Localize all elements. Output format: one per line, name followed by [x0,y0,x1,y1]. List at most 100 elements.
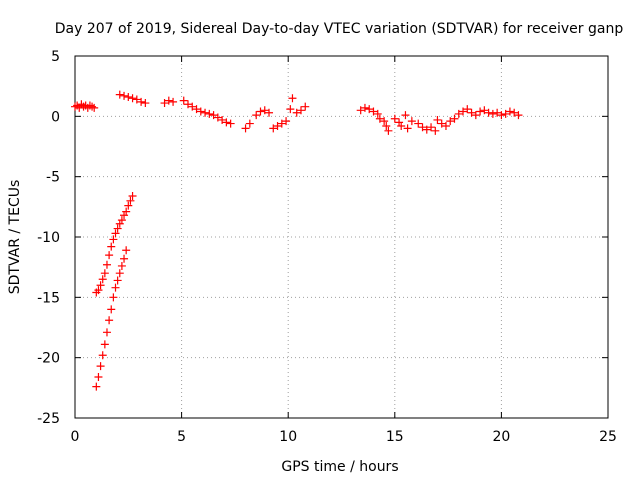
data-point [128,191,137,200]
axis-ticks: 0 5 10 15 20 25 5 0 -5 -10 -15 -20 -25 [37,49,617,445]
data-point [117,216,126,225]
data-point [120,91,129,100]
data-point [373,109,382,118]
data-point [179,96,188,105]
data-point [292,108,301,117]
data-point [441,121,450,130]
data-point [282,117,291,126]
data-point [488,109,497,118]
data-point [96,281,105,290]
data-point [296,106,305,115]
data-point [514,111,523,120]
data-point [463,105,472,114]
y-tick-label: 0 [51,109,60,125]
data-series [71,90,523,391]
data-point [94,286,103,295]
data-point [301,102,310,111]
data-point [397,121,406,130]
data-point [126,196,135,205]
data-point [433,115,442,124]
data-point [107,305,116,314]
data-point [360,103,369,112]
data-point [111,229,120,238]
data-point [98,275,107,284]
data-point [102,328,111,337]
y-tick-label: -10 [37,230,60,246]
data-point [241,124,250,133]
data-point [480,106,489,115]
data-point [450,114,459,123]
data-point [493,108,502,117]
data-point [115,269,124,278]
data-point [109,235,118,244]
data-point [141,99,150,108]
data-point [427,123,436,132]
data-point [418,123,427,132]
data-point [105,251,114,260]
data-point [375,114,384,123]
grid-lines [75,56,608,418]
data-point [286,105,295,114]
data-point [407,117,416,126]
data-point [501,109,510,118]
data-point [403,124,412,133]
data-point [365,105,374,114]
data-point [256,107,265,116]
data-point [484,108,493,117]
y-tick-label: -25 [37,411,60,427]
data-point [269,124,278,133]
x-tick-label: 5 [177,429,186,445]
data-point [218,115,227,124]
data-point [90,103,99,112]
x-tick-label: 0 [71,429,80,445]
data-point [115,90,124,99]
data-point [213,113,222,122]
data-point [467,108,476,117]
data-point [169,97,178,106]
data-point [209,111,218,120]
data-point [205,109,214,118]
plot-frame [74,55,609,419]
data-point [113,276,122,285]
data-point [124,201,133,210]
data-point [471,111,480,120]
y-axis-label: SDTVAR / TECUs [7,180,23,295]
data-point [382,121,391,130]
data-point [128,94,137,103]
data-point [115,219,124,228]
data-point [245,119,254,128]
data-point [414,119,423,128]
data-point [201,108,210,117]
y-tick-label: -5 [46,170,60,186]
data-point [505,107,514,116]
data-point [273,121,282,130]
x-axis-label: GPS time / hours [281,459,398,475]
chart-title: Day 207 of 2019, Sidereal Day-to-day VTE… [55,21,624,37]
data-point [422,125,431,134]
x-tick-label: 10 [279,429,297,445]
data-point [183,100,192,109]
data-point [260,106,269,115]
data-point [497,111,506,120]
data-point [132,95,141,104]
data-point [401,111,410,120]
data-point [222,118,231,127]
data-point [111,283,120,292]
data-point [94,372,103,381]
data-point [105,316,114,325]
data-point [124,93,133,102]
data-point [117,261,126,270]
data-point [113,224,122,233]
x-tick-label: 15 [386,429,404,445]
data-point [384,126,393,135]
data-point [109,293,118,302]
data-point [107,242,116,251]
data-point [356,106,365,115]
data-point [196,107,205,116]
data-point [226,119,235,128]
data-point [120,211,129,220]
data-point [265,108,274,117]
data-point [252,111,261,120]
data-point [160,99,169,108]
